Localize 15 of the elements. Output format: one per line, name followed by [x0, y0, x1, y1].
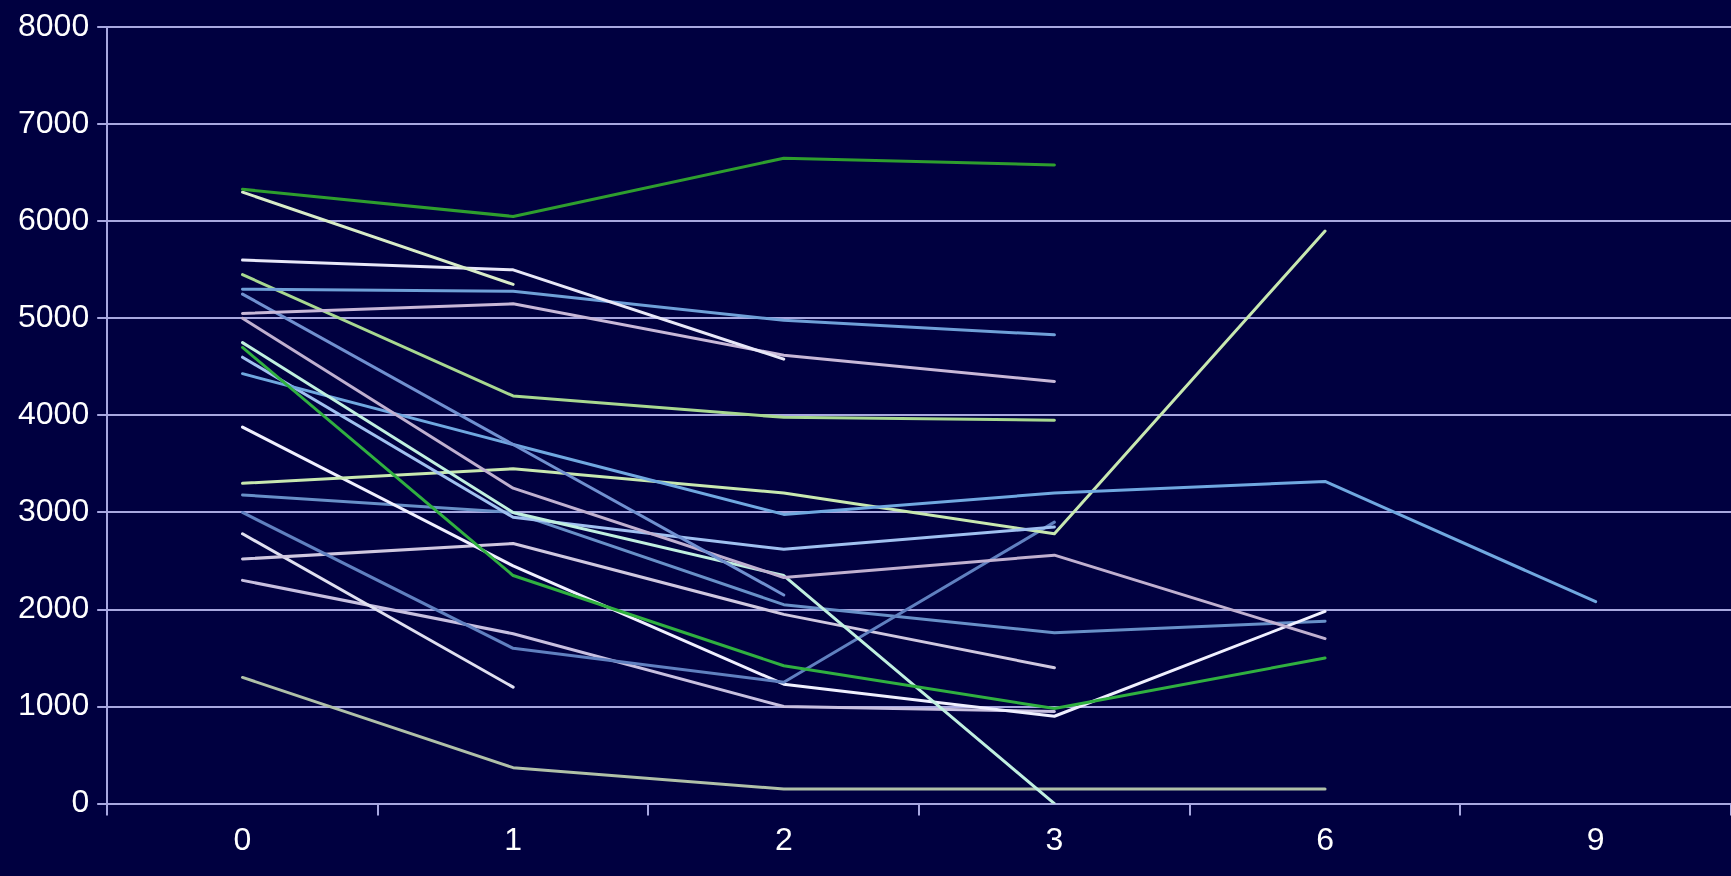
y-tick-label: 8000: [18, 7, 90, 44]
y-tick-label: 4000: [18, 395, 90, 432]
x-tick-label: 0: [233, 820, 252, 857]
y-tick-label: 7000: [18, 104, 90, 141]
y-tick-label: 3000: [18, 492, 90, 529]
x-tick-label: 1: [504, 820, 523, 857]
y-tick-label: 0: [71, 783, 90, 820]
y-tick-label: 1000: [18, 686, 90, 723]
x-tick-label: 2: [774, 820, 793, 857]
x-tick-label: 3: [1045, 820, 1064, 857]
x-tick-label: 6: [1316, 820, 1334, 857]
x-tick-label: 9: [1586, 820, 1605, 857]
y-tick-label: 6000: [18, 201, 90, 238]
y-tick-label: 2000: [18, 589, 90, 626]
y-tick-label: 5000: [18, 298, 90, 335]
